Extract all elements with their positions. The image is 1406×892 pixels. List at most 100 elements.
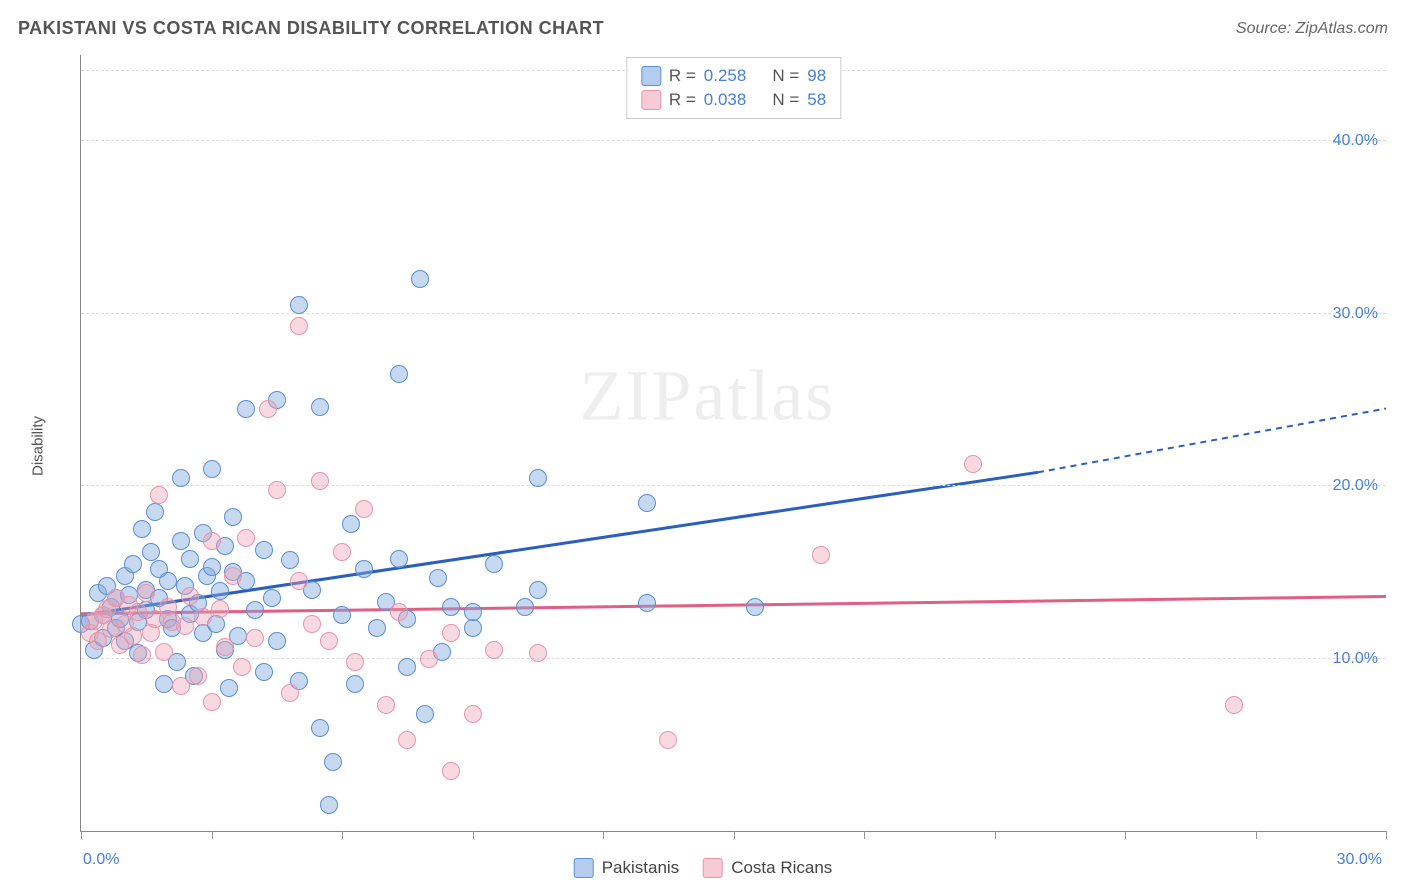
data-point-pakistanis bbox=[203, 460, 221, 478]
data-point-pakistanis bbox=[429, 569, 447, 587]
swatch-blue-icon bbox=[641, 66, 661, 86]
data-point-pakistanis bbox=[442, 598, 460, 616]
y-axis-label: Disability bbox=[30, 416, 47, 476]
trendline-dashed-pakistani bbox=[1038, 409, 1386, 473]
data-point-costa-ricans bbox=[189, 667, 207, 685]
data-point-pakistanis bbox=[246, 601, 264, 619]
data-point-pakistanis bbox=[342, 515, 360, 533]
data-point-costa-ricans bbox=[311, 472, 329, 490]
swatch-blue-icon bbox=[574, 858, 594, 878]
data-point-pakistanis bbox=[159, 572, 177, 590]
data-point-costa-ricans bbox=[964, 455, 982, 473]
x-axis-max-label: 30.0% bbox=[1337, 851, 1382, 869]
data-point-pakistanis bbox=[311, 719, 329, 737]
r-label: R = bbox=[669, 90, 696, 110]
data-point-costa-ricans bbox=[233, 658, 251, 676]
data-point-pakistanis bbox=[638, 594, 656, 612]
data-point-pakistanis bbox=[398, 658, 416, 676]
data-point-pakistanis bbox=[220, 679, 238, 697]
data-point-pakistanis bbox=[290, 296, 308, 314]
x-tick bbox=[995, 831, 996, 839]
data-point-pakistanis bbox=[211, 582, 229, 600]
data-point-costa-ricans bbox=[137, 584, 155, 602]
y-tick-label: 10.0% bbox=[1333, 650, 1378, 668]
legend-row-pakistani: R = 0.258 N = 98 bbox=[641, 64, 826, 88]
x-tick bbox=[473, 831, 474, 839]
data-point-costa-ricans bbox=[485, 641, 503, 659]
data-point-costa-ricans bbox=[194, 608, 212, 626]
data-point-costa-ricans bbox=[659, 731, 677, 749]
data-point-costa-ricans bbox=[172, 677, 190, 695]
data-point-pakistanis bbox=[390, 550, 408, 568]
chart-area: ZIPatlas R = 0.258 N = 98 R = 0.038 N = … bbox=[50, 55, 1386, 832]
data-point-pakistanis bbox=[411, 270, 429, 288]
x-tick bbox=[81, 831, 82, 839]
data-point-costa-ricans bbox=[398, 731, 416, 749]
data-point-costa-ricans bbox=[442, 762, 460, 780]
data-point-costa-ricans bbox=[290, 572, 308, 590]
chart-source: Source: ZipAtlas.com bbox=[1236, 20, 1388, 38]
data-point-costa-ricans bbox=[124, 627, 142, 645]
data-point-costa-ricans bbox=[390, 603, 408, 621]
data-point-pakistanis bbox=[529, 469, 547, 487]
data-point-costa-ricans bbox=[133, 646, 151, 664]
legend-series: Pakistanis Costa Ricans bbox=[574, 858, 833, 878]
data-point-costa-ricans bbox=[1225, 696, 1243, 714]
chart-header: PAKISTANI VS COSTA RICAN DISABILITY CORR… bbox=[18, 18, 1388, 39]
data-point-pakistanis bbox=[203, 558, 221, 576]
data-point-costa-ricans bbox=[155, 643, 173, 661]
data-point-costa-ricans bbox=[346, 653, 364, 671]
data-point-pakistanis bbox=[124, 555, 142, 573]
legend-correlation: R = 0.258 N = 98 R = 0.038 N = 58 bbox=[626, 57, 841, 119]
data-point-pakistanis bbox=[172, 469, 190, 487]
data-point-pakistanis bbox=[324, 753, 342, 771]
data-point-pakistanis bbox=[255, 663, 273, 681]
x-tick bbox=[734, 831, 735, 839]
x-tick bbox=[1125, 831, 1126, 839]
data-point-pakistanis bbox=[133, 520, 151, 538]
legend-label-pakistani: Pakistanis bbox=[602, 858, 679, 878]
data-point-pakistanis bbox=[390, 365, 408, 383]
data-point-costa-ricans bbox=[268, 481, 286, 499]
data-point-pakistanis bbox=[142, 543, 160, 561]
n-label: N = bbox=[772, 90, 799, 110]
data-point-costa-ricans bbox=[203, 532, 221, 550]
data-point-costa-ricans bbox=[420, 650, 438, 668]
x-tick bbox=[342, 831, 343, 839]
data-point-costa-ricans bbox=[216, 638, 234, 656]
data-point-pakistanis bbox=[516, 598, 534, 616]
data-point-costa-ricans bbox=[320, 632, 338, 650]
data-point-costa-ricans bbox=[211, 600, 229, 618]
legend-item-costarican: Costa Ricans bbox=[703, 858, 832, 878]
gridline bbox=[81, 140, 1386, 141]
legend-row-costarican: R = 0.038 N = 58 bbox=[641, 88, 826, 112]
data-point-costa-ricans bbox=[812, 546, 830, 564]
r-value-costarican: 0.038 bbox=[704, 90, 747, 110]
chart-title: PAKISTANI VS COSTA RICAN DISABILITY CORR… bbox=[18, 18, 604, 39]
data-point-costa-ricans bbox=[333, 543, 351, 561]
data-point-pakistanis bbox=[333, 606, 351, 624]
y-tick-label: 20.0% bbox=[1333, 477, 1378, 495]
data-point-costa-ricans bbox=[355, 500, 373, 518]
data-point-pakistanis bbox=[416, 705, 434, 723]
plot-region: ZIPatlas R = 0.258 N = 98 R = 0.038 N = … bbox=[80, 55, 1386, 832]
data-point-pakistanis bbox=[746, 598, 764, 616]
x-tick bbox=[864, 831, 865, 839]
data-point-costa-ricans bbox=[377, 696, 395, 714]
data-point-costa-ricans bbox=[129, 603, 147, 621]
data-point-costa-ricans bbox=[203, 693, 221, 711]
data-point-pakistanis bbox=[255, 541, 273, 559]
data-point-costa-ricans bbox=[529, 644, 547, 662]
data-point-pakistanis bbox=[224, 508, 242, 526]
legend-label-costarican: Costa Ricans bbox=[731, 858, 832, 878]
data-point-pakistanis bbox=[346, 675, 364, 693]
data-point-pakistanis bbox=[172, 532, 190, 550]
n-value-pakistani: 98 bbox=[807, 66, 826, 86]
data-point-costa-ricans bbox=[290, 317, 308, 335]
trendlines-svg bbox=[81, 55, 1386, 831]
data-point-pakistanis bbox=[181, 550, 199, 568]
swatch-pink-icon bbox=[703, 858, 723, 878]
data-point-pakistanis bbox=[237, 400, 255, 418]
data-point-costa-ricans bbox=[303, 615, 321, 633]
data-point-pakistanis bbox=[281, 551, 299, 569]
